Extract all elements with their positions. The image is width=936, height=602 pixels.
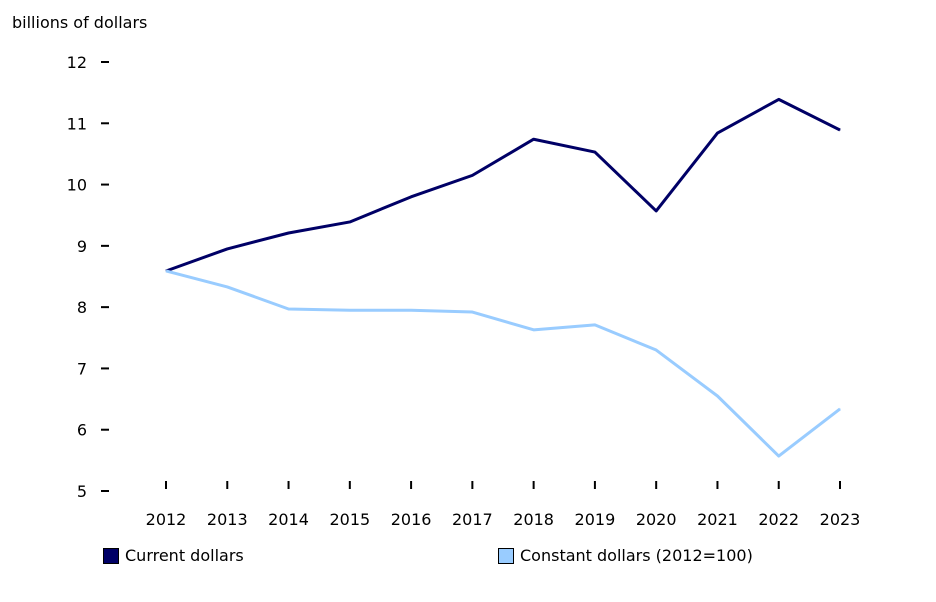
legend-label-current: Current dollars: [125, 546, 244, 565]
data-point: [410, 309, 412, 311]
x-tick-label: 2012: [146, 510, 187, 529]
y-tick-label: 7: [77, 359, 87, 378]
y-tick-label: 12: [67, 53, 87, 72]
data-point: [288, 308, 290, 310]
x-tick-label: 2021: [697, 510, 738, 529]
x-tick-label: 2013: [207, 510, 248, 529]
x-tick-label: 2014: [268, 510, 309, 529]
series-line-constant: [165, 269, 841, 458]
legend-swatch-constant: [498, 547, 514, 564]
legend-item-constant: Constant dollars (2012=100): [498, 546, 753, 565]
data-point: [226, 248, 228, 250]
legend-swatch-current: [103, 547, 119, 564]
data-point: [288, 232, 290, 234]
data-point: [165, 270, 167, 272]
x-tick-label: 2022: [758, 510, 799, 529]
x-tick-label: 2015: [329, 510, 370, 529]
data-point: [716, 395, 718, 397]
x-tick-label: 2023: [820, 510, 861, 529]
series-line-current: [165, 97, 841, 273]
data-point: [594, 151, 596, 153]
data-point: [349, 221, 351, 223]
data-point: [655, 210, 657, 212]
y-tick-label: 6: [77, 421, 87, 440]
y-tick-label: 5: [77, 482, 87, 501]
x-tick-label: 2016: [391, 510, 432, 529]
x-tick-label: 2018: [513, 510, 554, 529]
data-point: [839, 129, 841, 131]
data-point: [471, 174, 473, 176]
x-tick-label: 2019: [575, 510, 616, 529]
data-point: [349, 309, 351, 311]
data-point: [594, 324, 596, 326]
data-point: [471, 311, 473, 313]
y-tick-label: 11: [67, 114, 87, 133]
data-point: [533, 138, 535, 140]
legend-item-current: Current dollars: [103, 546, 244, 565]
data-point: [716, 132, 718, 134]
data-point: [778, 455, 780, 457]
legend-label-constant: Constant dollars (2012=100): [520, 546, 753, 565]
data-point: [410, 196, 412, 198]
x-tick-label: 2020: [636, 510, 677, 529]
data-point: [655, 349, 657, 351]
data-point: [226, 286, 228, 288]
data-point: [533, 329, 535, 331]
y-tick-label: 8: [77, 298, 87, 317]
x-tick-label: 2017: [452, 510, 493, 529]
y-tick-label: 10: [67, 176, 87, 195]
data-point: [839, 408, 841, 410]
y-axis-label: billions of dollars: [12, 13, 147, 32]
y-tick-label: 9: [77, 237, 87, 256]
data-point: [778, 98, 780, 100]
